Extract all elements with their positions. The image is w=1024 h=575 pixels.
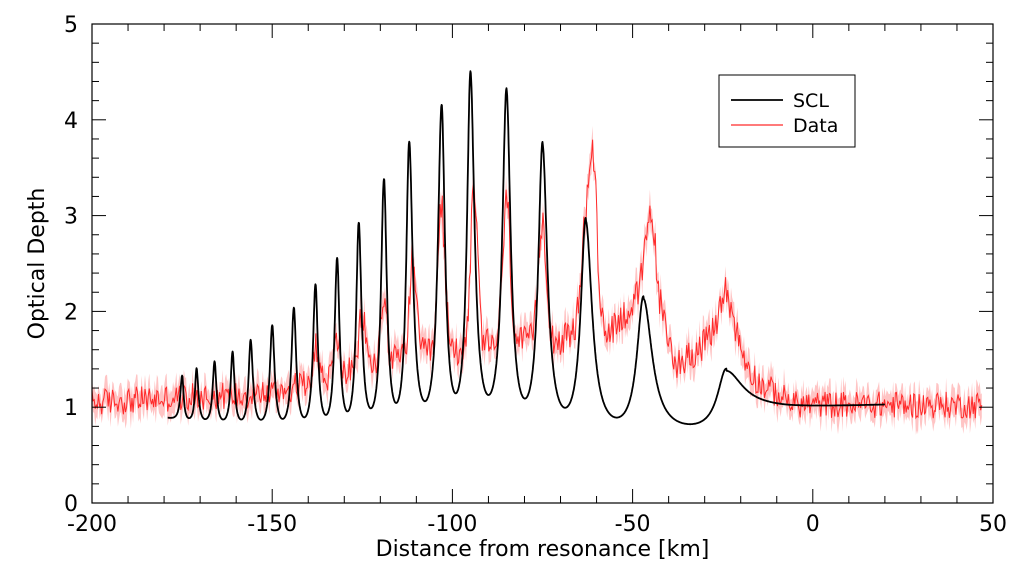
legend-label-data: Data bbox=[793, 115, 838, 137]
scl-line bbox=[167, 70, 886, 426]
x-tick-label: 50 bbox=[979, 512, 1007, 537]
x-axis-title: Distance from resonance [km] bbox=[376, 537, 710, 562]
axis-ticks bbox=[91, 23, 994, 504]
x-tick-label: -100 bbox=[427, 512, 477, 537]
legend-box bbox=[718, 74, 856, 148]
legend: SCL Data bbox=[718, 74, 856, 148]
y-tick-label: 3 bbox=[64, 205, 78, 230]
x-tick-label: -150 bbox=[247, 512, 297, 537]
x-tick-label: 0 bbox=[806, 512, 820, 537]
y-tick-label: 5 bbox=[64, 13, 78, 38]
y-tick-label: 2 bbox=[64, 300, 78, 325]
legend-label-scl: SCL bbox=[793, 90, 829, 112]
y-tick-label: 0 bbox=[64, 492, 78, 517]
scl-series bbox=[167, 70, 886, 426]
plot-frame bbox=[91, 23, 994, 504]
y-axis-title: Optical Depth bbox=[25, 188, 50, 340]
y-tick-label: 4 bbox=[64, 109, 78, 134]
y-tick-label: 1 bbox=[64, 396, 78, 421]
x-tick-labels: -200 -150 -100 -50 0 50 bbox=[67, 512, 1007, 537]
x-tick-label: -50 bbox=[615, 512, 651, 537]
y-tick-labels: 0 1 2 3 4 5 bbox=[64, 13, 78, 517]
x-tick-label: -200 bbox=[67, 512, 117, 537]
